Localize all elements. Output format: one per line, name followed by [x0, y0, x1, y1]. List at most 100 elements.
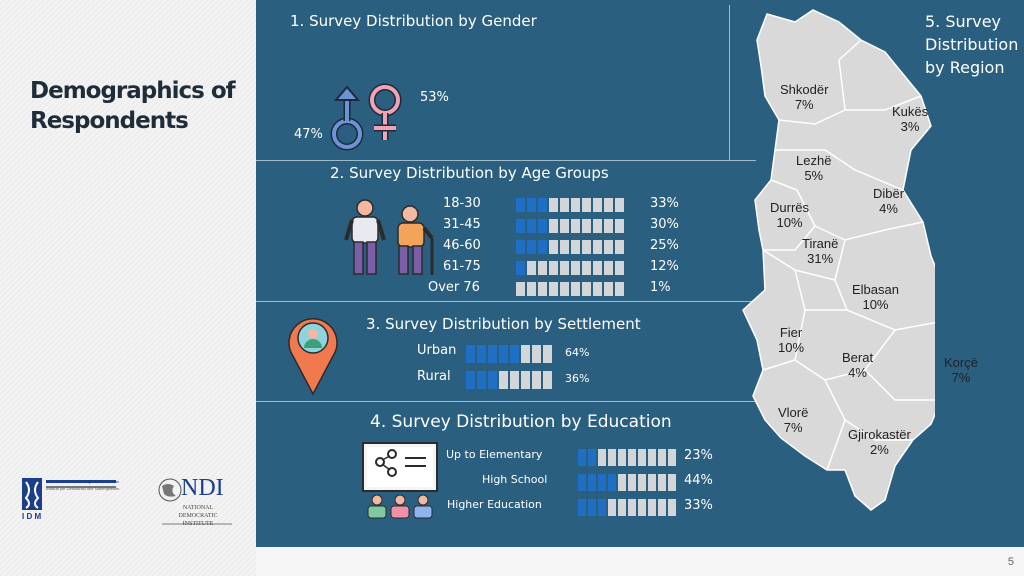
bar-cell: [571, 282, 580, 296]
bar-cell: [604, 261, 613, 275]
bar-cell: [516, 261, 525, 275]
region-name: Vlorë: [778, 405, 809, 420]
bar-cell: [638, 449, 646, 466]
bar-cell: [628, 474, 636, 491]
idm-logo-subtitle: Instituti për Demokraci dhe Ndërmjetësim: [46, 486, 120, 491]
bar-cell: [510, 371, 519, 389]
bar-cell: [582, 198, 591, 212]
region-percent: 31%: [807, 251, 834, 266]
age-group-percent: 1%: [650, 280, 671, 295]
bar-cell: [488, 345, 497, 363]
bar-cell: [571, 219, 580, 233]
region-name: Tiranë: [802, 236, 839, 251]
age-group-bar: [516, 240, 624, 254]
bar-cell: [582, 261, 591, 275]
bar-cell: [538, 219, 547, 233]
region-name: Gjirokastër: [848, 427, 911, 442]
age-group-label: 31-45: [443, 217, 481, 232]
bar-cell: [549, 261, 558, 275]
settlement-label: Rural: [417, 369, 451, 384]
settlement-percent: 36%: [565, 372, 590, 385]
bar-cell: [521, 371, 530, 389]
bar-cell: [538, 240, 547, 254]
bar-cell: [588, 499, 596, 516]
ndi-logo: [158, 478, 232, 525]
bar-cell: [658, 499, 666, 516]
bar-cell: [598, 474, 606, 491]
bar-cell: [588, 474, 596, 491]
region-label: Tiranë 31%: [802, 236, 838, 266]
bar-cell: [516, 219, 525, 233]
bar-cell: [560, 282, 569, 296]
settlement-bar: [466, 371, 552, 389]
bar-cell: [648, 449, 656, 466]
region-percent: 7%: [951, 370, 971, 385]
bar-cell: [615, 261, 624, 275]
region-name: Dibër: [873, 186, 905, 201]
bar-cell: [527, 261, 536, 275]
bar-cell: [628, 449, 636, 466]
bar-cell: [571, 240, 580, 254]
idm-logo: [22, 478, 116, 510]
region-percent: 3%: [900, 119, 920, 134]
elderly-couple-icon: [344, 199, 434, 275]
region-name: Elbasan: [852, 282, 899, 297]
region-percent: 4%: [848, 365, 867, 380]
education-bar: [578, 474, 676, 491]
bar-cell: [477, 345, 486, 363]
bar-cell: [615, 198, 624, 212]
bar-cell: [582, 219, 591, 233]
bar-cell: [648, 499, 656, 516]
region-name: Lezhë: [796, 153, 832, 168]
bar-cell: [549, 219, 558, 233]
region-percent: 10%: [776, 215, 803, 230]
education-percent: 23%: [684, 448, 713, 463]
bar-cell: [532, 371, 541, 389]
bar-cell: [466, 371, 475, 389]
bar-cell: [618, 474, 626, 491]
region-percent: 5%: [804, 168, 824, 183]
location-pin-icon: [288, 317, 338, 396]
ndi-logo-name: NATIONAL DEMOCRATIC INSTITUTE: [178, 505, 218, 527]
region-percent: 7%: [783, 420, 803, 435]
bar-cell: [608, 474, 616, 491]
footer-strip: 5: [256, 547, 1024, 576]
bar-cell: [477, 371, 486, 389]
region-label: Fier 10%: [778, 325, 804, 355]
gender-symbols-icon: [330, 83, 402, 151]
age-group-label: Over 76: [428, 280, 480, 295]
bar-cell: [488, 371, 497, 389]
bar-cell: [527, 198, 536, 212]
bar-cell: [598, 449, 606, 466]
education-label: Higher Education: [447, 498, 542, 511]
bar-cell: [578, 474, 586, 491]
bar-cell: [516, 198, 525, 212]
bar-cell: [578, 499, 586, 516]
region-percent: 4%: [879, 201, 898, 216]
idm-logo-name: Institute for Democracy and Mediation: [46, 479, 119, 484]
bar-cell: [527, 282, 536, 296]
bar-cell: [571, 261, 580, 275]
bar-cell: [593, 282, 602, 296]
bar-cell: [638, 474, 646, 491]
region-percent: 7%: [794, 97, 814, 112]
divider: [256, 160, 756, 161]
bar-cell: [538, 282, 547, 296]
bar-cell: [588, 449, 596, 466]
bar-cell: [604, 198, 613, 212]
bar-cell: [604, 219, 613, 233]
bar-cell: [516, 282, 525, 296]
education-bar: [578, 449, 676, 466]
bar-cell: [658, 449, 666, 466]
age-group-bar: [516, 282, 624, 296]
bar-cell: [648, 474, 656, 491]
age-group-percent: 12%: [650, 259, 679, 274]
age-group-bar: [516, 198, 624, 212]
bar-cell: [499, 345, 508, 363]
region-label: Shkodër 7%: [780, 82, 828, 112]
male-percent: 47%: [294, 127, 323, 142]
bar-cell: [571, 198, 580, 212]
bar-cell: [658, 474, 666, 491]
education-percent: 44%: [684, 473, 713, 488]
age-group-percent: 30%: [650, 217, 679, 232]
